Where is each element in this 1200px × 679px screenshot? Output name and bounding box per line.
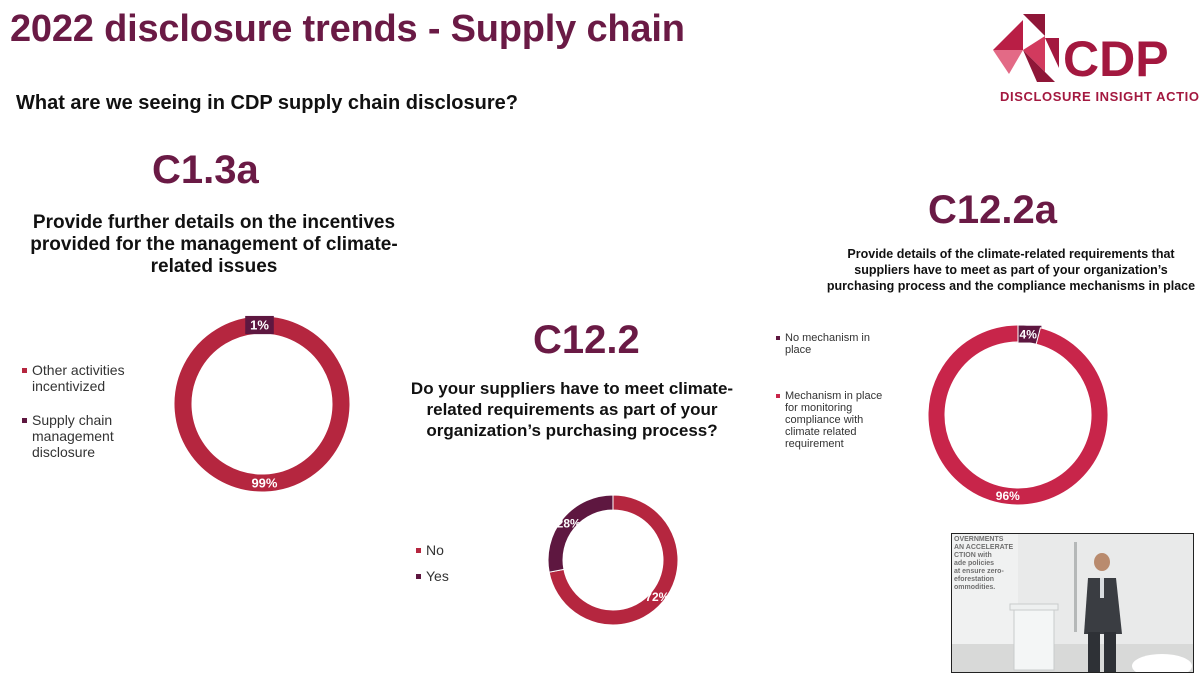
slide-subtitle: What are we seeing in CDP supply chain d… (16, 92, 518, 114)
donut-data-label: 72% (645, 590, 669, 604)
logo-tagline: DISCLOSURE INSIGHT ACTION (1000, 89, 1200, 104)
donut-data-label: 4% (1020, 327, 1038, 341)
chart-2-question: Do your suppliers have to meet climate-r… (410, 379, 734, 440)
legend-label: No mechanism in place (785, 332, 870, 356)
cdp-logo: CDP (993, 14, 1169, 87)
donut-label-box (245, 315, 274, 335)
donut-slice (547, 494, 614, 573)
chart-3-code: C12.2a (928, 188, 1057, 232)
logo-triangle-5 (1023, 50, 1055, 82)
donut-slice (927, 324, 1109, 506)
legend-swatch (416, 548, 421, 553)
video-speaker-body (1084, 578, 1122, 634)
legend-label: Supply chain management disclosure (32, 412, 114, 460)
donut-data-label: 99% (251, 476, 277, 491)
logo-triangle-3 (1023, 36, 1045, 72)
legend-swatch (776, 336, 780, 340)
video-wall-text: OVERNMENTS AN ACCELERATE CTION with ade … (954, 536, 1014, 591)
chart-2-legend: No Yes (416, 542, 496, 584)
chart-1-donut: 99% 1% (173, 315, 351, 493)
legend-swatch (776, 394, 780, 398)
chart-2-donut: 72% 28% (547, 494, 679, 626)
chart-1-question: Provide further details on the incentive… (30, 212, 398, 277)
logo-triangle-4 (993, 50, 1023, 74)
video-podium (1013, 605, 1055, 671)
chart-1-code: C1.3a (152, 148, 259, 192)
chart-3-question: Provide details of the climate-related r… (826, 247, 1196, 293)
donut-data-label: 1% (250, 318, 269, 333)
donut-data-label: 28% (557, 517, 581, 531)
legend-swatch (22, 418, 27, 423)
logo-triangle-1 (1023, 14, 1045, 36)
legend-item: Other activities incentivized (22, 362, 132, 394)
legend-item: Yes (416, 568, 496, 584)
legend-item: Supply chain management disclosure (22, 412, 132, 460)
legend-label: Yes (426, 568, 449, 584)
chart-2-code: C12.2 (533, 318, 640, 362)
legend-swatch (22, 368, 27, 373)
legend-label: No (426, 542, 444, 558)
video-scene (952, 534, 1193, 672)
video-podium-top (1009, 603, 1059, 611)
speaker-video[interactable]: OVERNMENTS AN ACCELERATE CTION with ade … (951, 533, 1194, 673)
video-speaker-leg (1088, 632, 1100, 672)
video-stand (1074, 542, 1077, 632)
legend-swatch (416, 574, 421, 579)
donut-slice (173, 315, 351, 493)
legend-item: No mechanism in place (776, 332, 896, 356)
legend-label: Other activities incentivized (32, 362, 125, 394)
video-speaker-leg (1104, 632, 1116, 672)
video-speaker-head (1094, 553, 1110, 571)
legend-item: No (416, 542, 496, 558)
logo-wordmark: CDP (1063, 31, 1169, 87)
chart-1-legend: Other activities incentivized Supply cha… (22, 362, 132, 460)
video-chair (1132, 654, 1192, 672)
legend-label: Mechanism in place for monitoring compli… (785, 390, 883, 450)
chart-3-donut: 4% 96% (927, 324, 1109, 506)
donut-data-label: 96% (996, 489, 1020, 503)
chart-3-legend: No mechanism in place Mechanism in place… (776, 332, 896, 450)
logo-triangle-2 (993, 20, 1023, 50)
video-speaker-shirt (1100, 578, 1104, 598)
legend-item: Mechanism in place for monitoring compli… (776, 390, 896, 450)
slide-title: 2022 disclosure trends - Supply chain (10, 8, 685, 50)
donut-slice (548, 494, 679, 626)
logo-triangle-6 (1045, 38, 1059, 68)
donut-label-box (1015, 325, 1042, 343)
